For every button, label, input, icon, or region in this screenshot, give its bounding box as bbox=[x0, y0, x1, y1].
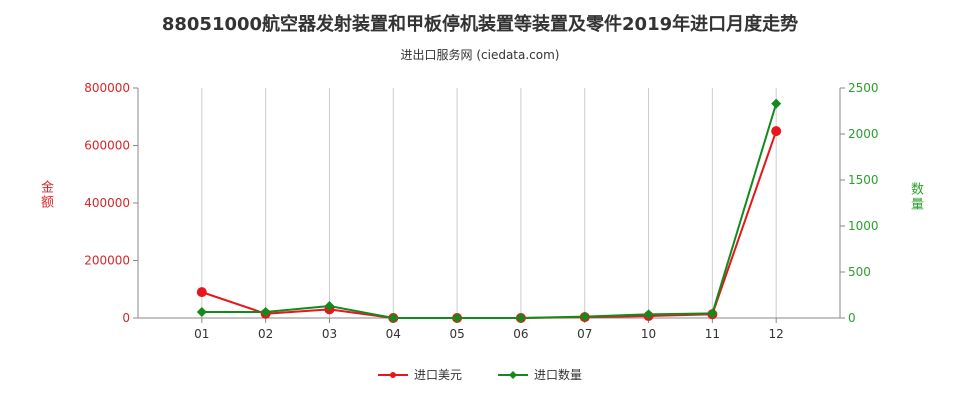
data-point-quantity bbox=[260, 307, 271, 318]
x-tick-label: 04 bbox=[386, 327, 401, 341]
y-tick-label-right: 0 bbox=[848, 311, 856, 325]
y-tick-label-left: 0 bbox=[122, 311, 130, 325]
series-line-amount bbox=[201, 130, 778, 319]
x-tick-label: 11 bbox=[705, 327, 720, 341]
y-tick-label-right: 1000 bbox=[848, 219, 879, 233]
y-tick-label-left: 200000 bbox=[84, 254, 130, 268]
x-tick-label: 05 bbox=[449, 327, 464, 341]
legend: 进口美元 进口数量 bbox=[0, 366, 960, 383]
y-axis-right-label: 数量 bbox=[908, 182, 923, 212]
data-point-quantity bbox=[452, 313, 463, 323]
data-point-quantity bbox=[196, 307, 207, 318]
y-tick-label-right: 2500 bbox=[848, 81, 879, 95]
x-tick-label: 03 bbox=[322, 327, 337, 341]
series-line-quantity bbox=[201, 103, 778, 319]
x-tick-label: 12 bbox=[769, 327, 784, 341]
x-tick-label: 10 bbox=[641, 327, 656, 341]
data-point-quantity bbox=[324, 301, 335, 312]
legend-swatch-quantity bbox=[498, 370, 528, 379]
y-tick-label-right: 500 bbox=[848, 265, 871, 279]
data-point-quantity bbox=[643, 309, 654, 320]
chart-subtitle: 进出口服务网 (ciedata.com) bbox=[400, 48, 560, 62]
data-point-amount bbox=[196, 287, 207, 298]
data-point-quantity bbox=[771, 98, 782, 109]
data-point-quantity bbox=[515, 313, 526, 323]
legend-swatch-amount bbox=[377, 371, 408, 378]
y-tick-label-left: 400000 bbox=[84, 196, 130, 210]
chart-title: 88051000航空器发射装置和甲板停机装置等装置及零件2019年进口月度走势 bbox=[161, 14, 799, 35]
data-point-quantity bbox=[388, 313, 399, 323]
y-tick-label-left: 600000 bbox=[84, 139, 130, 153]
y-tick-label-left: 800000 bbox=[84, 81, 130, 95]
x-tick-label: 07 bbox=[577, 327, 592, 341]
legend-item-quantity[interactable]: 进口数量 bbox=[498, 366, 582, 383]
legend-label-quantity: 进口数量 bbox=[534, 368, 583, 382]
y-tick-label-right: 1500 bbox=[848, 173, 879, 187]
legend-label-amount: 进口美元 bbox=[413, 368, 462, 382]
y-axis-left-label: 金额 bbox=[38, 180, 53, 210]
data-point-amount bbox=[771, 126, 782, 137]
x-tick-label: 02 bbox=[258, 327, 273, 341]
data-point-quantity bbox=[707, 308, 718, 319]
y-tick-label-right: 2000 bbox=[848, 127, 879, 141]
x-tick-label: 06 bbox=[513, 327, 528, 341]
x-tick-label: 01 bbox=[194, 327, 209, 341]
data-point-quantity bbox=[579, 311, 590, 322]
legend-item-amount[interactable]: 进口美元 bbox=[377, 366, 462, 383]
